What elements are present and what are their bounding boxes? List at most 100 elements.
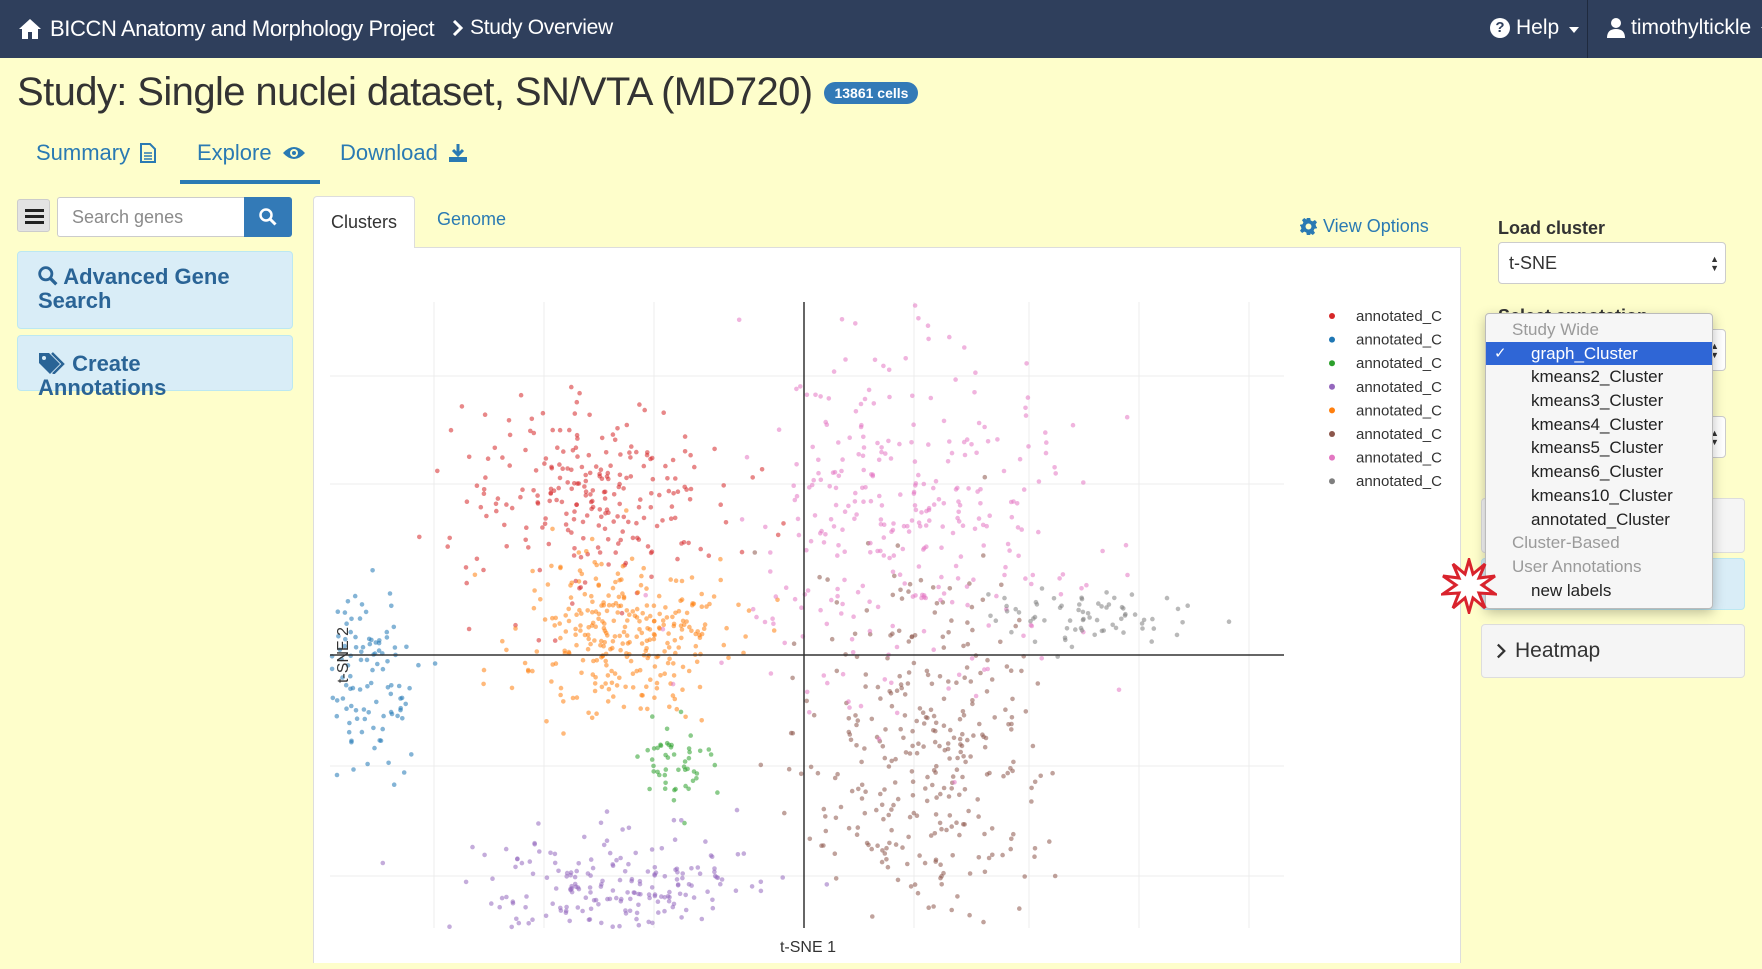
scatter-point bbox=[1073, 627, 1078, 632]
dropdown-option[interactable]: kmeans6_Cluster bbox=[1531, 462, 1664, 482]
scatter-point bbox=[623, 911, 629, 916]
scatter-point bbox=[903, 750, 909, 755]
dropdown-option[interactable]: kmeans5_Cluster bbox=[1531, 438, 1664, 458]
scatter-point bbox=[911, 422, 916, 427]
legend-entry[interactable]: annotated_C bbox=[1356, 379, 1442, 396]
scatter-point bbox=[580, 908, 585, 914]
scatter-point bbox=[651, 636, 657, 642]
scatter-point bbox=[569, 889, 575, 895]
scatter-point bbox=[1023, 576, 1028, 581]
scatter-point bbox=[660, 626, 666, 632]
scatter-point bbox=[1023, 413, 1029, 418]
scatter-point bbox=[933, 720, 939, 726]
dropdown-option-new-labels[interactable]: new labels bbox=[1531, 580, 1612, 600]
scatter-point bbox=[566, 618, 572, 624]
search-genes-input[interactable] bbox=[57, 197, 244, 237]
scatter-point bbox=[858, 703, 864, 709]
tab-genome[interactable]: Genome bbox=[437, 209, 507, 229]
scatter-point bbox=[1009, 715, 1015, 720]
scatter-point bbox=[544, 875, 550, 880]
scatter-point bbox=[516, 920, 522, 926]
scatter-point bbox=[960, 774, 965, 780]
dropdown-option[interactable]: kmeans2_Cluster bbox=[1531, 367, 1664, 387]
create-annotations-button[interactable]: Create Annotations bbox=[17, 335, 293, 400]
scatter-point bbox=[907, 814, 913, 820]
scatter-point bbox=[557, 621, 562, 626]
scatter-point bbox=[396, 683, 402, 689]
scatter-point bbox=[750, 606, 756, 612]
scatter-point bbox=[574, 868, 579, 874]
dropdown-option[interactable]: kmeans3_Cluster bbox=[1531, 391, 1664, 411]
scatter-point bbox=[416, 662, 421, 668]
dropdown-option[interactable]: kmeans10_Cluster bbox=[1531, 485, 1673, 505]
scatter-point bbox=[673, 476, 678, 481]
scatter-point bbox=[907, 581, 913, 587]
heatmap-panel-toggle[interactable]: Heatmap bbox=[1481, 624, 1745, 678]
scatter-point bbox=[811, 477, 816, 483]
dropdown-option[interactable]: annotated_Cluster bbox=[1531, 509, 1670, 529]
scatter-point bbox=[674, 706, 680, 712]
scatter-point bbox=[670, 457, 676, 463]
advanced-gene-search-button[interactable]: Advanced Gene Search bbox=[17, 251, 293, 329]
study-title: Study: Single nuclei dataset, SN/VTA (MD… bbox=[17, 70, 813, 114]
legend-entry[interactable]: annotated_C bbox=[1356, 450, 1442, 467]
scatter-point bbox=[659, 846, 665, 851]
legend-entry[interactable]: annotated_C bbox=[1356, 308, 1442, 325]
dropdown-option-graph-cluster[interactable]: ✓ graph_Cluster bbox=[1486, 341, 1712, 366]
scatter-point bbox=[656, 593, 662, 599]
scatter-point bbox=[675, 883, 681, 888]
load-cluster-select[interactable]: t-SNE ▲ ▼ bbox=[1498, 242, 1726, 284]
scatter-point bbox=[975, 797, 980, 802]
tab-summary[interactable]: Summary bbox=[36, 140, 157, 166]
annotation-dropdown-menu[interactable]: Study Wide ✓ graph_Cluster kmeans2_Clust… bbox=[1485, 313, 1713, 609]
scatter-point bbox=[694, 659, 700, 665]
legend-entry[interactable]: annotated_C bbox=[1356, 402, 1442, 419]
scatter-point bbox=[335, 609, 341, 614]
scatter-point bbox=[783, 585, 789, 590]
scatter-point bbox=[966, 486, 971, 491]
tab-explore[interactable]: Explore bbox=[197, 140, 306, 166]
legend-entry[interactable]: annotated_C bbox=[1356, 426, 1442, 443]
scatter-point bbox=[673, 610, 678, 616]
search-button[interactable] bbox=[244, 197, 292, 237]
view-options-link[interactable]: View Options bbox=[1300, 216, 1429, 237]
scatter-point bbox=[404, 644, 409, 650]
scatter-point bbox=[856, 452, 861, 457]
scatter-point bbox=[726, 655, 731, 661]
scatter-point bbox=[842, 509, 848, 514]
scatter-point bbox=[682, 449, 688, 454]
scatter-point bbox=[794, 462, 799, 467]
scatter-point bbox=[1104, 605, 1109, 610]
scatter-point bbox=[654, 654, 659, 660]
scatter-point bbox=[604, 608, 610, 614]
scatter-point bbox=[606, 602, 612, 608]
legend-entry[interactable]: annotated_C bbox=[1356, 332, 1442, 349]
scatter-point bbox=[910, 594, 916, 599]
scatter-point bbox=[649, 885, 655, 890]
chevron-right-icon bbox=[452, 20, 464, 36]
scatter-point bbox=[733, 888, 739, 893]
scatter-point bbox=[474, 556, 480, 562]
tsne-scatter-plot[interactable]: t-SNE 1t-SNE 2 annotated_Cannotated_Cann… bbox=[314, 248, 1460, 964]
tab-download[interactable]: Download bbox=[340, 140, 468, 166]
legend-entry[interactable]: annotated_C bbox=[1356, 473, 1442, 490]
scatter-point bbox=[1070, 422, 1076, 428]
scatter-point bbox=[1139, 621, 1145, 626]
scatter-point bbox=[821, 673, 827, 678]
scatter-point bbox=[599, 920, 604, 926]
user-menu[interactable]: timothyltickle bbox=[1607, 16, 1762, 40]
scatter-point bbox=[385, 685, 391, 690]
sidebar-toggle-button[interactable] bbox=[17, 199, 50, 232]
brand-link[interactable]: BICCN Anatomy and Morphology Project bbox=[18, 16, 435, 42]
dropdown-option[interactable]: kmeans4_Cluster bbox=[1531, 414, 1664, 434]
scatter-point bbox=[925, 715, 930, 721]
legend-entry[interactable]: annotated_C bbox=[1356, 355, 1442, 372]
scatter-point bbox=[586, 452, 592, 458]
scatter-point bbox=[603, 658, 608, 664]
tab-clusters[interactable]: Clusters bbox=[313, 196, 415, 248]
scatter-point bbox=[649, 491, 654, 496]
help-menu[interactable]: ? Help bbox=[1490, 16, 1580, 40]
scatter-point bbox=[879, 503, 885, 508]
breadcrumb-study-overview[interactable]: Study Overview bbox=[452, 16, 613, 40]
scatter-point bbox=[896, 628, 902, 634]
